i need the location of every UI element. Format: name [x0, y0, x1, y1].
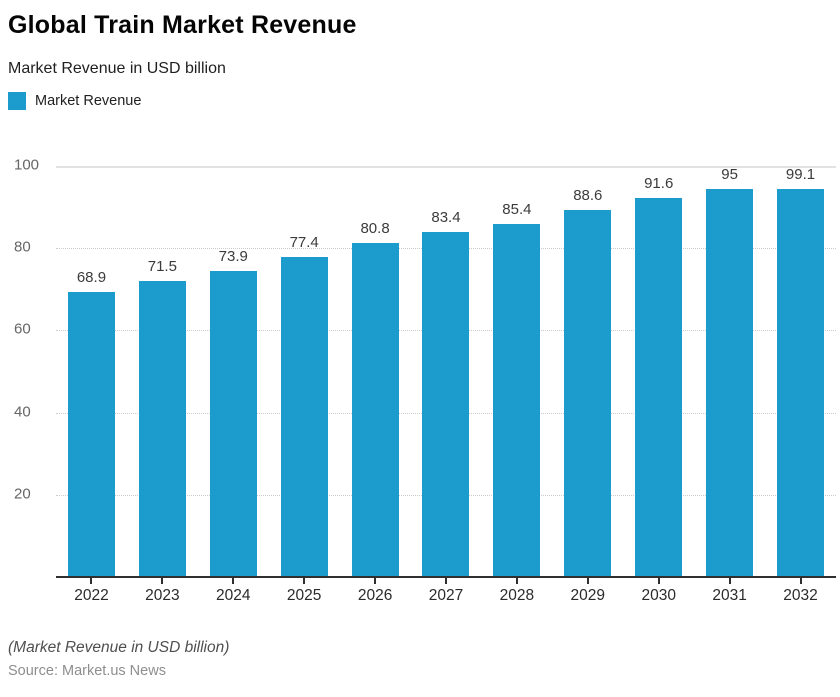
page-title: Global Train Market Revenue — [8, 11, 357, 39]
bar-column-2032: 99.1 — [765, 166, 836, 576]
x-axis-tick — [657, 577, 660, 584]
bar-value-label: 73.9 — [218, 248, 248, 266]
x-axis-category: 2027 — [411, 577, 482, 605]
x-axis-tick — [90, 577, 93, 584]
bar-value-label: 71.5 — [147, 257, 177, 275]
x-axis-tick — [374, 577, 377, 584]
bar-2032 — [777, 188, 825, 576]
legend-label: Market Revenue — [35, 92, 142, 109]
x-axis-category: 2030 — [623, 577, 694, 605]
x-axis-category: 2029 — [552, 577, 623, 605]
footer-note: (Market Revenue in USD billion) — [8, 638, 230, 656]
x-axis-tick-label: 2025 — [286, 586, 322, 604]
bar-2026 — [351, 242, 399, 576]
y-axis-tick-label: 20 — [14, 485, 31, 503]
bar-series: 68.9 71.5 73.9 77.4 80.8 83.4 85.4 88.6 91.6 95 99… — [56, 166, 836, 576]
chart-subtitle: Market Revenue in USD billion — [8, 59, 226, 77]
x-axis: 2022 2023 2024 2025 2026 2027 2028 2029 2030 2031… — [56, 577, 836, 605]
bar-value-label: 91.6 — [644, 175, 674, 193]
x-axis-tick — [799, 577, 802, 584]
x-axis-tick-label: 2024 — [216, 586, 251, 604]
gridline-100 — [56, 165, 836, 168]
x-axis-tick-label: 2027 — [428, 586, 464, 604]
x-axis-tick-label: 2030 — [641, 586, 676, 604]
x-axis-tick-label: 2023 — [145, 586, 180, 604]
bar-value-label: 99.1 — [785, 165, 816, 183]
x-axis-tick — [586, 577, 589, 584]
bar-column-2025: 77.4 — [269, 166, 340, 576]
bar-2025 — [280, 256, 328, 576]
legend: Market Revenue — [8, 91, 830, 110]
bar-column-2030: 91.6 — [623, 166, 694, 576]
x-axis-category: 2022 — [56, 577, 127, 605]
bar-2024 — [209, 271, 257, 576]
bar-column-2022: 68.9 — [56, 166, 127, 576]
bar-2029 — [564, 210, 612, 576]
bar-column-2029: 88.6 — [552, 166, 623, 576]
x-axis-tick — [728, 577, 731, 584]
x-axis-tick-label: 2032 — [783, 586, 818, 604]
x-axis-category: 2023 — [127, 577, 198, 605]
x-axis-tick-label: 2022 — [74, 586, 109, 604]
bar-2031 — [706, 188, 754, 576]
x-axis-category: 2026 — [340, 577, 411, 605]
x-axis-tick — [444, 577, 447, 584]
x-axis-category: 2032 — [765, 577, 836, 605]
x-axis-category: 2025 — [269, 577, 340, 605]
y-axis-tick-label: 80 — [14, 238, 31, 256]
bar-value-label: 83.4 — [431, 208, 461, 226]
bar-column-2031: 95 — [694, 166, 765, 576]
bar-column-2028: 85.4 — [481, 166, 552, 576]
bar-value-label: 88.6 — [573, 187, 603, 205]
y-axis-tick-label: 100 — [14, 156, 40, 174]
x-axis-category: 2024 — [198, 577, 269, 605]
y-axis-tick-label: 60 — [14, 320, 31, 338]
footer-source: Source: Market.us News — [8, 662, 166, 679]
x-axis-tick-label: 2029 — [570, 586, 606, 604]
x-axis-tick — [161, 577, 164, 584]
legend-swatch-icon — [8, 91, 26, 110]
x-axis-category: 2031 — [694, 577, 765, 605]
bar-2027 — [422, 231, 470, 576]
bar-2022 — [67, 291, 115, 576]
bar-chart: 68.9 71.5 73.9 77.4 80.8 83.4 85.4 88.6 91.6 95 99… — [14, 156, 836, 605]
bar-2030 — [635, 198, 683, 576]
x-axis-category: 2028 — [481, 577, 552, 605]
x-axis-tick — [515, 577, 518, 584]
x-axis-tick-label: 2031 — [712, 586, 747, 604]
bar-2028 — [493, 223, 541, 576]
bar-value-label: 85.4 — [502, 200, 532, 218]
bar-value-label: 80.8 — [360, 219, 390, 237]
bar-column-2026: 80.8 — [340, 166, 411, 576]
bar-column-2024: 73.9 — [198, 166, 269, 576]
y-axis-tick-label: 40 — [14, 403, 31, 421]
bar-column-2023: 71.5 — [127, 166, 198, 576]
bar-value-label: 77.4 — [289, 233, 319, 251]
x-axis-tick — [232, 577, 235, 584]
bar-column-2027: 83.4 — [411, 166, 482, 576]
bar-value-label: 68.9 — [76, 268, 107, 286]
chart-footer: (Market Revenue in USD billion) Source: … — [8, 639, 830, 679]
x-axis-tick-label: 2026 — [357, 586, 393, 604]
bar-value-label: 95 — [721, 165, 738, 183]
plot-area: 68.9 71.5 73.9 77.4 80.8 83.4 85.4 88.6 91.6 95 99… — [14, 156, 836, 578]
x-axis-tick-label: 2028 — [499, 586, 535, 604]
bar-2023 — [138, 280, 186, 576]
x-axis-tick — [303, 577, 306, 584]
